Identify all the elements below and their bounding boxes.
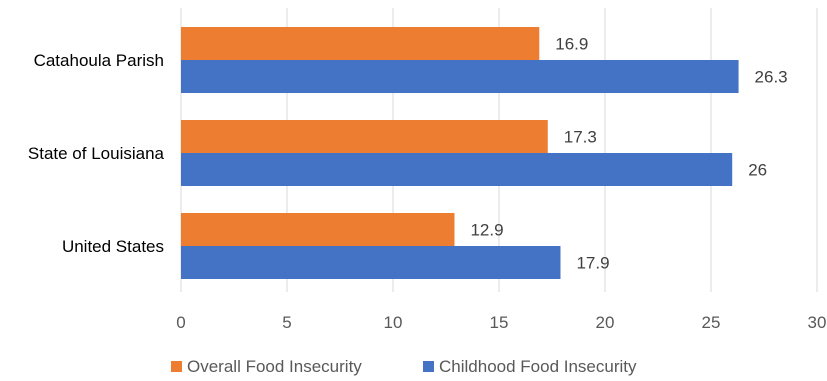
legend-swatch-1 bbox=[423, 361, 434, 372]
x-tick-label-25: 25 bbox=[702, 313, 721, 332]
data-label-childhood-1: 26 bbox=[748, 161, 767, 180]
data-label-overall-1: 17.3 bbox=[564, 128, 597, 147]
x-tick-label-5: 5 bbox=[282, 313, 291, 332]
data-label-overall-2: 12.9 bbox=[470, 221, 503, 240]
category-label-0: Catahoula Parish bbox=[34, 51, 164, 70]
bar-overall-1 bbox=[181, 120, 548, 153]
legend: Overall Food Insecurity Childhood Food In… bbox=[171, 357, 637, 376]
bar-overall-2 bbox=[181, 213, 455, 246]
x-tick-label-30: 30 bbox=[808, 313, 827, 332]
legend-label-1: Childhood Food Insecurity bbox=[439, 357, 637, 376]
legend-swatch-0 bbox=[171, 361, 182, 372]
bar-childhood-2 bbox=[181, 246, 561, 279]
category-label-2: United States bbox=[62, 237, 164, 256]
data-label-childhood-2: 17.9 bbox=[576, 254, 609, 273]
x-tick-label-20: 20 bbox=[596, 313, 615, 332]
x-tick-label-0: 0 bbox=[176, 313, 185, 332]
x-tick-label-15: 15 bbox=[490, 313, 509, 332]
bar-overall-0 bbox=[181, 27, 540, 60]
legend-label-0: Overall Food Insecurity bbox=[187, 357, 362, 376]
bar-childhood-1 bbox=[181, 153, 733, 186]
category-label-1: State of Louisiana bbox=[28, 144, 165, 163]
x-axis-ticks: 0 5 10 15 20 25 30 bbox=[176, 313, 826, 332]
x-tick-label-10: 10 bbox=[384, 313, 403, 332]
bar-childhood-0 bbox=[181, 60, 739, 93]
bars bbox=[181, 27, 739, 279]
data-label-overall-0: 16.9 bbox=[555, 35, 588, 54]
data-label-childhood-0: 26.3 bbox=[755, 68, 788, 87]
data-labels: 16.9 26.3 17.3 26 12.9 17.9 bbox=[470, 35, 787, 273]
category-labels: Catahoula Parish State of Louisiana United… bbox=[28, 51, 165, 256]
